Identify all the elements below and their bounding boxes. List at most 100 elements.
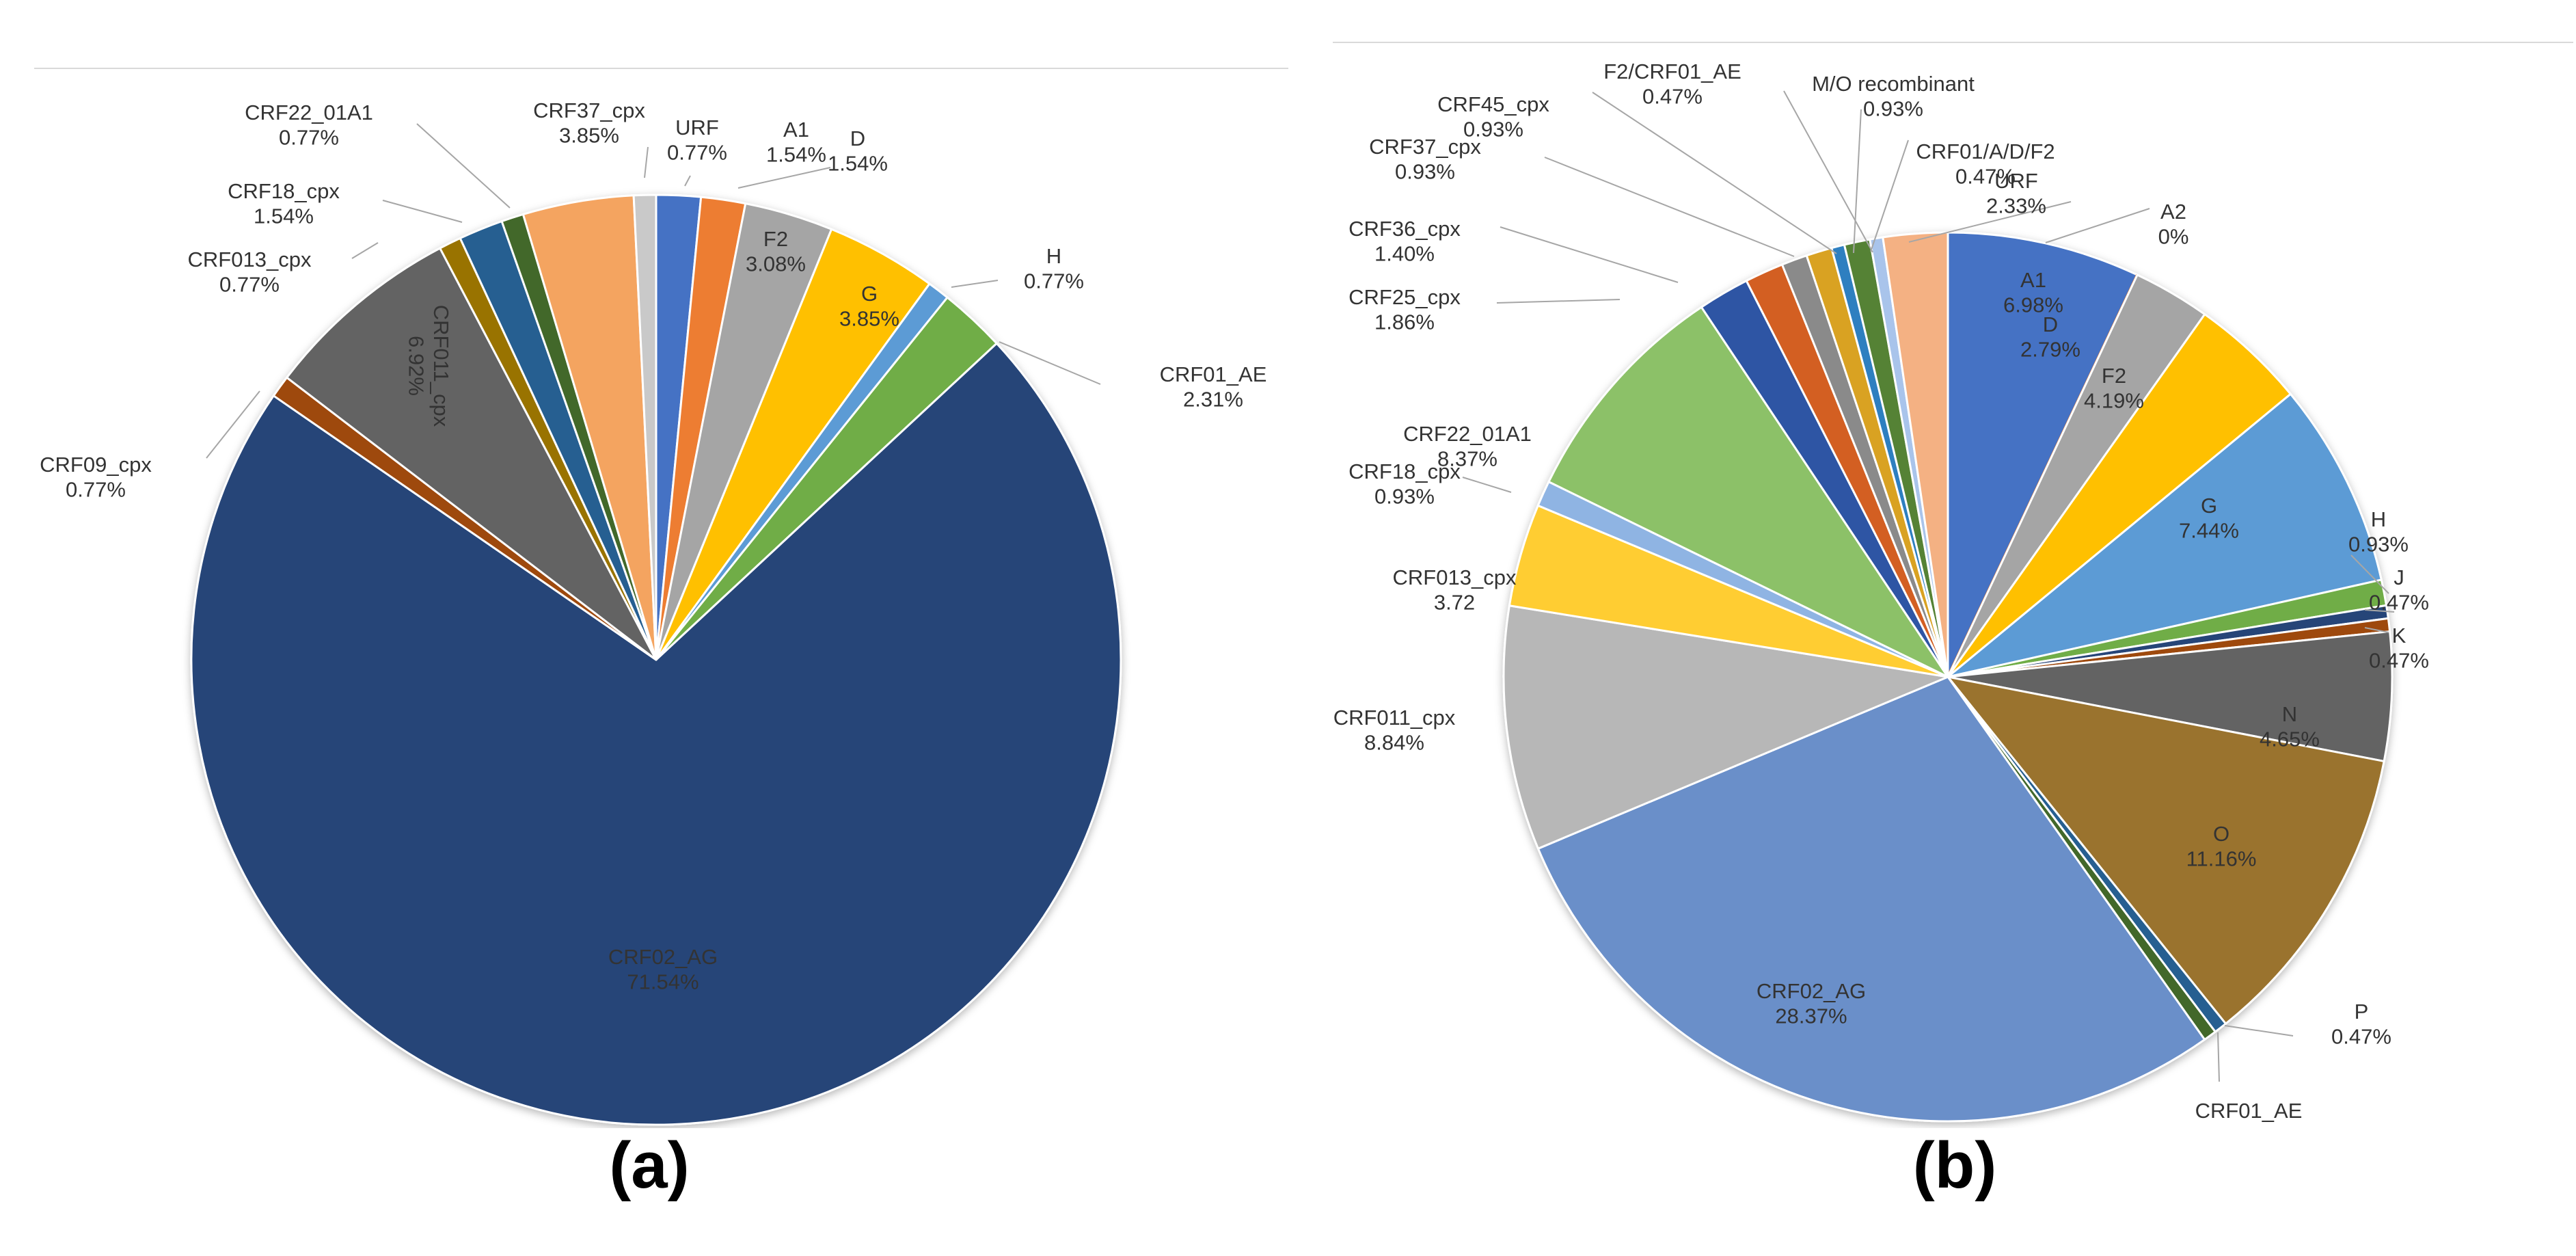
pie-chart-a-panel: A1 1.54% D 1.54% F2 3.08% G 3.85% H 0.77% CRF01_AE… <box>34 68 1288 1202</box>
leader-line-m-o-recombinant <box>1853 109 1862 254</box>
leader-line-p <box>2224 1025 2294 1037</box>
label-name: G <box>2201 494 2217 518</box>
data-label-d: D 2.79% <box>2020 312 2080 362</box>
label-name: CRF02_AG <box>608 945 718 969</box>
label-name: CRF25_cpx <box>1348 285 1461 309</box>
data-label-o: O 11.16% <box>2186 822 2257 871</box>
label-percent: 1.40% <box>1374 242 1435 266</box>
leader-line-crf45-cpx <box>1592 92 1837 254</box>
label-percent: 0.77% <box>66 478 126 502</box>
label-percent: 6.92% <box>404 336 428 396</box>
label-name: O <box>2213 822 2229 846</box>
slice-crf011-cpx <box>286 247 657 661</box>
data-label-h: H 0.77% <box>1024 244 1084 293</box>
slice-n <box>1947 630 2394 762</box>
label-name: N <box>2282 702 2297 726</box>
label-name: K <box>2392 624 2406 647</box>
leader-line-d <box>737 167 831 189</box>
data-label-f2-crf01-ae: F2/CRF01_AE 0.47% <box>1603 59 1741 109</box>
data-label-crf45-cpx: CRF45_cpx 0.93% <box>1437 92 1549 142</box>
data-label-n: N 4.65% <box>2260 702 2320 751</box>
slice-f2 <box>1947 313 2292 678</box>
data-label-crf02-ag: CRF02_AG 28.37% <box>1757 979 1866 1028</box>
data-label-crf22-01a1: CRF22_01A1 0.77% <box>245 101 373 150</box>
slice-urf <box>632 193 657 661</box>
leader-line-crf37-cpx <box>1544 157 1795 257</box>
label-name: D <box>850 126 865 150</box>
label-percent: 6.98% <box>2003 293 2063 317</box>
label-name: CRF37_cpx <box>1369 135 1481 159</box>
data-label-f2: F2 4.19% <box>2084 364 2144 413</box>
label-percent: 0.93% <box>2348 533 2409 557</box>
data-label-urf: URF 2.33% <box>1986 169 2046 218</box>
label-percent: 0.77% <box>1024 269 1084 293</box>
data-label-h: H 0.93% <box>2348 507 2409 557</box>
slice-crf22-01a1 <box>1547 306 1949 678</box>
label-percent: 0% <box>2158 225 2189 249</box>
label-percent: 3.85% <box>559 124 619 148</box>
leader-line-urf <box>644 146 649 178</box>
label-percent: 2.33% <box>1986 194 2046 218</box>
leader-line-crf25-cpx <box>1496 299 1621 304</box>
leader-line-crf18-cpx <box>382 200 463 223</box>
leader-line-a1 <box>684 175 691 187</box>
label-percent: 2.31% <box>1183 388 1243 412</box>
data-label-a2: A2 0% <box>2158 200 2189 249</box>
leader-line-crf36-cpx <box>1500 226 1679 283</box>
label-percent: 0.47% <box>2331 1025 2391 1049</box>
label-percent: 1.86% <box>1374 310 1435 334</box>
slice-o <box>1947 676 2385 1025</box>
label-name: CRF36_cpx <box>1348 217 1461 241</box>
label-percent: 0.47% <box>1955 165 2016 189</box>
data-label-crf011-cpx: CRF011_cpx 8.84% <box>1333 706 1456 755</box>
data-label-j: J 0.47% <box>2369 565 2429 615</box>
label-name: URF <box>675 116 719 139</box>
data-label-urf: URF 0.77% <box>667 116 727 165</box>
label-percent: 0.93% <box>1374 485 1435 509</box>
label-name: F2 <box>763 227 788 251</box>
data-label-crf02-ag: CRF02_AG 71.54% <box>608 945 718 994</box>
data-label-d: D 1.54% <box>828 126 888 176</box>
label-percent: 8.37% <box>1437 447 1497 471</box>
label-percent: 2.79% <box>2020 338 2080 362</box>
label-percent: 4.65% <box>2260 727 2320 751</box>
label-percent: 0.93% <box>1463 118 1523 142</box>
label-percent: 0.77% <box>667 141 727 165</box>
leader-line-crf22-01a1 <box>416 123 511 209</box>
label-percent: 1.54% <box>254 204 314 228</box>
label-name: P <box>2355 1000 2369 1024</box>
leader-line-crf01-ae <box>999 341 1101 385</box>
label-name: CRF02_AG <box>1757 979 1866 1003</box>
label-percent: 1.54% <box>828 152 888 176</box>
leader-line-h <box>2350 554 2389 594</box>
leader-line-crf09-cpx <box>206 390 260 459</box>
label-name: CRF013_cpx <box>1393 565 1517 589</box>
data-label-crf09-cpx: CRF09_cpx 0.77% <box>40 453 152 502</box>
label-name: J <box>2394 565 2404 589</box>
data-label-crf37-cpx: CRF37_cpx 0.93% <box>1369 135 1481 184</box>
pie-chart-a: A1 1.54%D 1.54%F2 3.08%G 3.85%H 0.77%CRF01_AE… <box>34 68 1288 1126</box>
data-label-crf18-cpx: CRF18_cpx 1.54% <box>228 179 340 228</box>
data-label-k: K 0.47% <box>2369 624 2429 673</box>
leader-line-crf18-cpx <box>1462 477 1512 493</box>
label-name: A1 <box>2020 268 2046 292</box>
label-percent: 3.85% <box>839 307 899 331</box>
data-label-crf01-a-d-f2: CRF01/A/D/F2 0.47% <box>1916 139 2055 189</box>
label-percent: 0.93% <box>1863 97 1923 121</box>
label-percent: 3.72 <box>1434 591 1475 615</box>
label-name: G <box>861 282 878 306</box>
data-label-f2: F2 3.08% <box>746 227 806 276</box>
label-name: CRF013_cpx <box>188 248 312 271</box>
label-name: F2 <box>2102 364 2126 388</box>
pie-chart-b: A1 6.98%A2 0%D 2.79%F2 4.19%G 7.44% H 0.93%J 0.4… <box>1333 42 2573 1128</box>
label-percent: 0.47% <box>1642 85 1703 109</box>
chart-b-caption: (b) <box>1912 1129 1997 1202</box>
label-name: URF <box>1994 169 2038 193</box>
data-label-crf37-cpx: CRF37_cpx 3.85% <box>533 98 645 148</box>
label-name: CRF18_cpx <box>1348 459 1461 483</box>
label-name: CRF22_01A1 <box>1403 422 1532 446</box>
data-label-crf36-cpx: CRF36_cpx 1.40% <box>1348 217 1461 266</box>
data-label-a1: A1 1.54% <box>766 118 826 167</box>
label-name: CRF01/A/D/F2 <box>1916 139 2055 163</box>
label-percent: 7.44% <box>2179 519 2239 543</box>
